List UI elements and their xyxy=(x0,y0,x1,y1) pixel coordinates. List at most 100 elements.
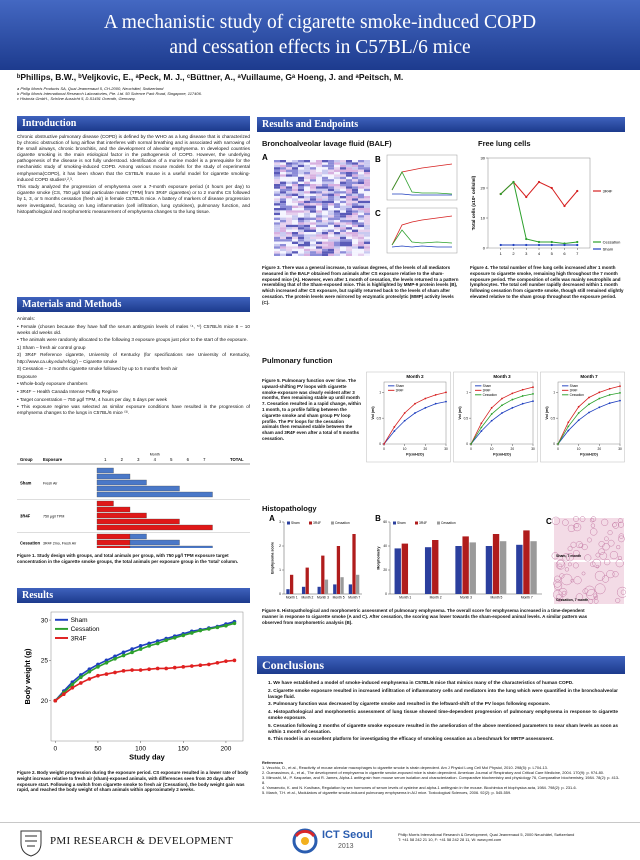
y-tick-label: 25 xyxy=(41,658,49,665)
heatmap-cell xyxy=(280,212,286,216)
heatmap-cell xyxy=(304,167,310,170)
heatmap-cell xyxy=(328,253,334,256)
conclusions-list: 1. We have established a model of smoke-… xyxy=(268,680,618,744)
text-item: a Philip Morris Products SA, Quai Jeanre… xyxy=(17,86,164,91)
heatmap-cell xyxy=(286,162,292,165)
heatmap-cell xyxy=(298,179,304,182)
data-point xyxy=(121,650,126,655)
heatmap-cell xyxy=(286,253,292,256)
text-item: T: +41 58 242 21 10, F: +41 58 242 28 11… xyxy=(398,837,502,842)
histology-texture xyxy=(559,573,565,579)
heatmap-cell xyxy=(358,246,364,249)
data-point xyxy=(619,391,621,394)
heatmap-cell xyxy=(352,224,358,228)
bar xyxy=(523,530,530,594)
histology-texture xyxy=(606,569,615,579)
histology-texture xyxy=(581,544,588,551)
plot-area xyxy=(557,381,621,445)
data-point xyxy=(164,638,169,643)
heatmap-cell xyxy=(346,215,352,218)
heatmap-cell xyxy=(316,181,322,184)
heatmap-cell xyxy=(310,162,316,165)
heatmap-cell xyxy=(286,181,292,184)
heatmap-cell xyxy=(274,198,280,201)
heatmap-cell xyxy=(334,224,340,228)
data-point xyxy=(470,443,472,445)
histology-texture xyxy=(572,562,579,569)
heatmap-cell xyxy=(304,203,310,206)
heatmap-cell xyxy=(334,220,340,223)
heatmap-cell xyxy=(334,210,340,213)
data-point xyxy=(550,240,553,244)
heatmap-cell xyxy=(364,234,370,237)
heatmap-cell xyxy=(352,234,358,237)
y-tick-label: 20 xyxy=(481,185,486,190)
heatmap-cell xyxy=(334,186,340,189)
legend-label: Sham xyxy=(396,384,405,388)
heatmap-cell xyxy=(298,222,304,225)
heatmap-cell xyxy=(292,210,298,213)
references: References 1. Vecchio, D., et al., React… xyxy=(262,760,622,795)
month-label: 6 xyxy=(187,457,190,462)
heatmap-cell xyxy=(280,222,286,225)
data-point xyxy=(532,392,534,395)
data-point xyxy=(588,396,590,399)
data-point xyxy=(550,186,553,190)
heatmap-cell xyxy=(274,162,280,165)
heatmap-cell xyxy=(310,229,316,232)
air-bar xyxy=(96,467,114,474)
heatmap-cell xyxy=(310,236,316,240)
heatmap-cell xyxy=(340,244,346,247)
heatmap-cell xyxy=(322,191,328,194)
y-axis-label: Total cells (x10⁵ cells/ml) xyxy=(471,175,476,230)
legend-label: Cessation xyxy=(441,521,456,525)
heatmap-cell xyxy=(292,227,298,230)
heatmap-cell xyxy=(364,160,370,163)
smoke-bar xyxy=(96,545,131,548)
panel-label: B xyxy=(375,155,381,164)
ict-year: 2013 xyxy=(338,843,354,850)
data-point xyxy=(215,660,220,665)
heatmap-cell xyxy=(316,217,322,220)
data-point xyxy=(445,391,447,394)
legend-swatch xyxy=(437,521,440,525)
heatmap-cell xyxy=(328,210,334,213)
air-bar xyxy=(129,545,213,548)
heatmap-cell xyxy=(328,191,334,194)
data-point xyxy=(490,419,493,422)
data-point xyxy=(577,419,580,422)
data-point xyxy=(121,669,126,673)
text-item: Philip Morris International Research & D… xyxy=(398,832,575,837)
text-item: 2. Cigarette smoke exposure resulted in … xyxy=(268,687,618,699)
heatmap-cell xyxy=(322,198,328,201)
heatmap-cell xyxy=(292,169,298,172)
heatmap-cell xyxy=(322,172,328,175)
heatmap-cell xyxy=(364,248,370,252)
y-tick-label: 0 xyxy=(279,592,281,596)
heatmap-cell xyxy=(280,164,286,168)
heatmap-cell xyxy=(346,164,352,168)
heatmap-cell xyxy=(322,227,328,230)
x-tick-label: 50 xyxy=(94,746,102,753)
series-line xyxy=(54,622,235,702)
heatmap-cell xyxy=(364,186,370,189)
legend-label: Sham xyxy=(291,521,300,525)
heatmap-cell xyxy=(322,244,328,247)
x-tick-label: 7 xyxy=(576,251,579,256)
heatmap-cell xyxy=(298,200,304,204)
heatmap-cell xyxy=(280,239,286,242)
y-tick-label: 3 xyxy=(279,520,281,524)
heatmap-cell xyxy=(274,239,280,242)
heatmap-cell xyxy=(274,176,280,180)
heatmap-cell xyxy=(310,196,316,199)
heatmap-cell xyxy=(328,222,334,225)
data-point xyxy=(445,400,447,403)
title: A mechanistic study of cigarette smoke-i… xyxy=(0,0,640,60)
heatmap-cell xyxy=(328,227,334,230)
heatmap-cell xyxy=(364,188,370,192)
heatmap-cell xyxy=(340,224,346,228)
heatmap-cell xyxy=(364,191,370,194)
heatmap-cell xyxy=(322,234,328,237)
y-tick-label: 1 xyxy=(553,390,555,394)
